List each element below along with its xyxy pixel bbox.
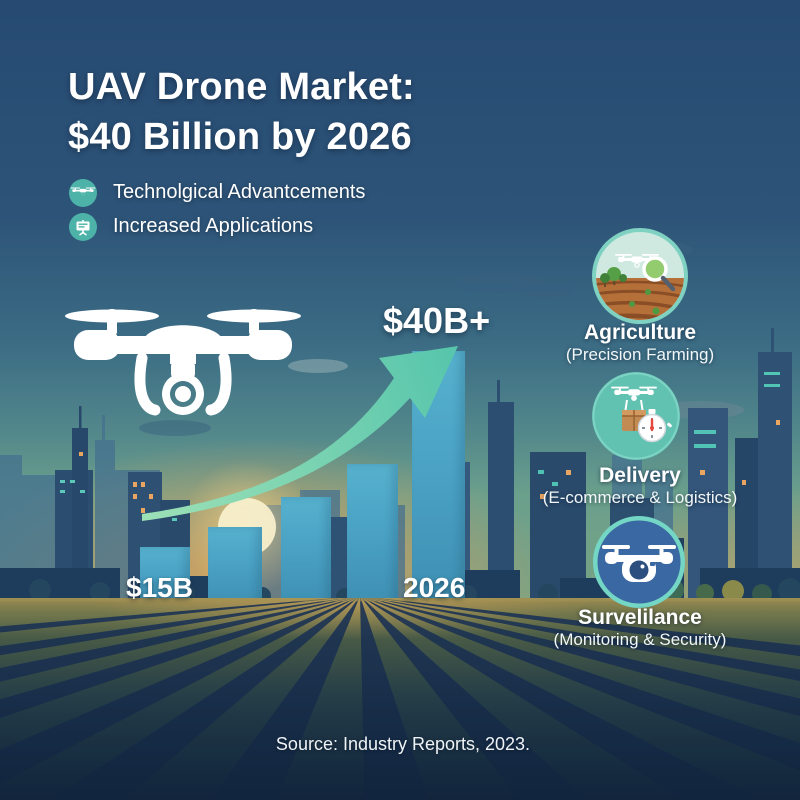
application-name: Agriculture (583, 321, 696, 344)
peak-value-label: $40B+ (383, 300, 491, 341)
title-line-2: $40 Billion by 2026 (68, 116, 412, 159)
agriculture-drone-badge (592, 228, 688, 324)
surveillance-drone-badge (593, 516, 685, 608)
application-subtitle: (Monitoring & Security) (553, 630, 727, 649)
magnifier-icon (642, 256, 676, 292)
drone-icon (69, 179, 97, 207)
application-subtitle: (Precision Farming) (565, 345, 715, 364)
end-year-label: 2026 (403, 572, 466, 603)
source-note: Source: Industry Reports, 2023. (275, 734, 531, 754)
start-value-label: $15B (126, 572, 193, 603)
application-name: Survelilance (578, 606, 702, 629)
presentation-screen-icon (69, 213, 97, 241)
delivery-drone-badge (592, 372, 680, 460)
application-delivery: Delivery (E-commerce & Logistics) (490, 464, 790, 508)
application-name: Delivery (599, 464, 681, 487)
application-surveillance: Survelilance (Monitoring & Security) (490, 606, 790, 650)
bar-1 (208, 527, 262, 607)
drone-illustration (65, 309, 301, 416)
bar-2 (281, 497, 331, 607)
title-line-1: UAV Drone Market: (68, 66, 415, 108)
bar-3 (347, 464, 398, 607)
page-title: UAV Drone Market: $40 Billion by 2026 (68, 62, 415, 162)
application-agriculture: Agriculture (Precision Farming) (490, 321, 790, 365)
stopwatch-icon (637, 409, 672, 443)
bullet-label: Technolgical Advantcements (113, 181, 366, 203)
bullet-label: Increased Applications (113, 215, 314, 237)
application-subtitle: (E-commerce & Logistics) (542, 488, 738, 507)
bar-0 (140, 547, 190, 607)
